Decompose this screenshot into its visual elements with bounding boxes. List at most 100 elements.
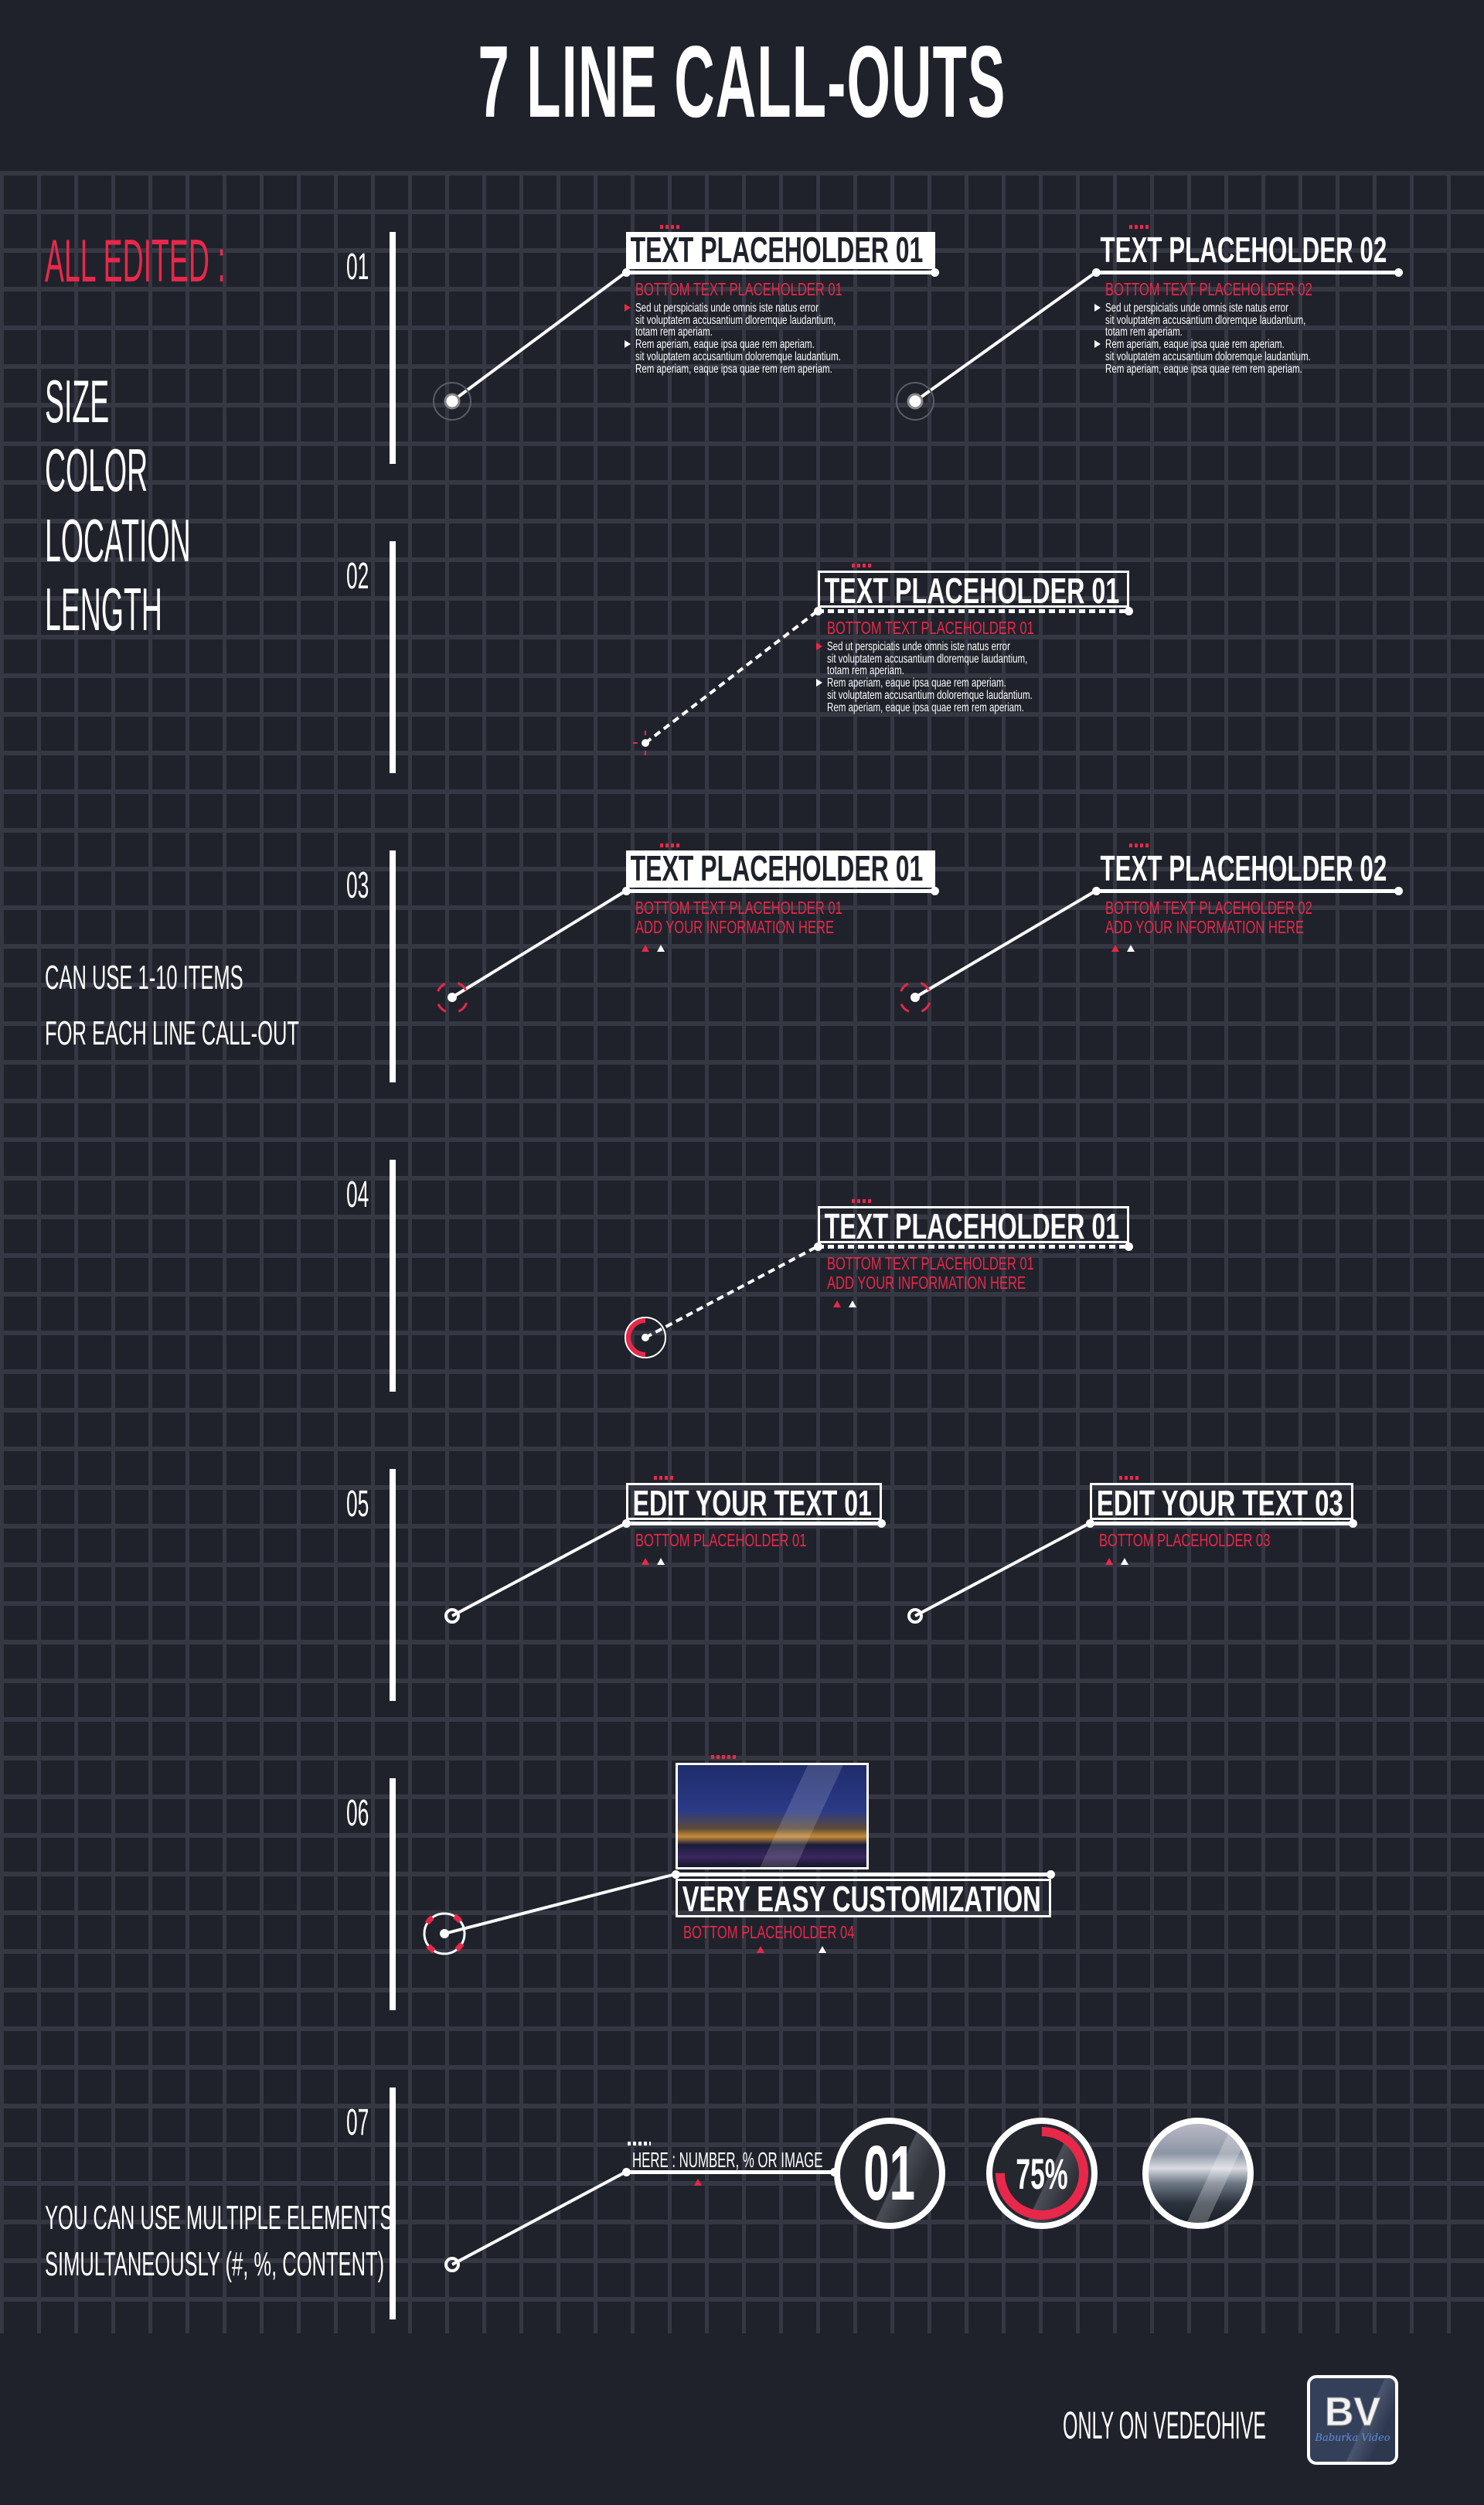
section-divider-bar <box>390 541 396 773</box>
callout-heading[interactable]: TEXT PLACEHOLDER 01 <box>818 571 1129 608</box>
brand-logo: BV Baburka Video <box>1307 2375 1398 2465</box>
note-elements-line-2: SIMULTANEOUSLY (#, %, CONTENT) <box>45 2245 630 2284</box>
callout-heading[interactable]: TEXT PLACEHOLDER 02 <box>1096 232 1399 269</box>
red-triangle-icon <box>694 2179 702 2186</box>
pointer-ring-icon <box>423 1912 466 1955</box>
callout-heading[interactable]: TEXT PLACEHOLDER 01 <box>626 232 935 269</box>
section-divider-bar <box>390 1160 396 1392</box>
red-tick-marks <box>660 844 682 847</box>
note-text: YOU CAN USE MULTIPLE ELEMENTS <box>45 2199 393 2237</box>
logo-letters: BV <box>1324 2390 1381 2435</box>
percent-ring <box>996 2127 1088 2220</box>
callout-body-line: sit voluptatem accusantium doloremque la… <box>1105 349 1311 363</box>
bullet-triangle-icon <box>625 304 631 312</box>
callout-heading-text: TEXT PLACEHOLDER 02 <box>1100 850 1387 888</box>
callout-heading[interactable]: VERY EASY CUSTOMIZATION <box>676 1879 1051 1917</box>
callout-body-line: Rem aperiam, eaque ipsa quae rem rem ape… <box>1105 362 1302 376</box>
page-title-text: 7 LINE CALL-OUTS <box>478 25 1006 138</box>
section-divider-bar <box>390 1778 396 2010</box>
feature-label: LOCATION <box>45 506 191 574</box>
features-heading-text: ALL EDITED : <box>45 227 226 295</box>
white-triangle-icon <box>819 1946 826 1953</box>
callout-subtitle: BOTTOM TEXT PLACEHOLDER 02 <box>1105 898 1312 918</box>
callout-subtitle: BOTTOM TEXT PLACEHOLDER 01 <box>827 1253 1034 1273</box>
connector-line <box>451 2170 627 2266</box>
callout-heading[interactable]: EDIT YOUR TEXT 01 <box>626 1483 882 1520</box>
callout-heading-text: TEXT PLACEHOLDER 02 <box>1100 232 1387 269</box>
callout-body-line: sit voluptatem accusantium dloremque lau… <box>827 652 1028 666</box>
pointer-ring-icon <box>625 1317 666 1358</box>
pointer-dot-icon <box>642 739 649 747</box>
pointer-dot-icon <box>642 1334 649 1341</box>
feature-location: LOCATION <box>45 506 349 576</box>
red-tick-marks <box>711 1755 737 1759</box>
pointer-bracket-icon <box>435 980 469 1014</box>
section-number: 06 <box>346 1793 369 1834</box>
feature-color: COLOR <box>45 435 259 506</box>
red-tick-marks <box>1129 225 1152 229</box>
callout-subtitle: BOTTOM PLACEHOLDER 04 <box>683 1922 855 1942</box>
pointer-circle-icon <box>444 2257 460 2272</box>
background-grid <box>0 171 1484 2333</box>
callout-body-line: sit voluptatem accusantium dloremque lau… <box>1105 313 1306 327</box>
bullet-triangle-icon <box>816 679 822 687</box>
note-text: CAN USE 1-10 ITEMS <box>45 959 243 997</box>
callout-underline <box>622 268 939 277</box>
section-divider-bar <box>390 232 396 464</box>
callout-subtitle: BOTTOM TEXT PLACEHOLDER 01 <box>827 618 1034 638</box>
pointer-ring-icon <box>896 382 934 421</box>
feature-label: LENGTH <box>45 575 162 643</box>
pointer-circle-icon <box>907 1608 923 1624</box>
note-text: SIMULTANEOUSLY (#, %, CONTENT) <box>45 2245 385 2283</box>
callout-heading[interactable]: TEXT PLACEHOLDER 01 <box>626 850 935 888</box>
red-triangle-icon <box>833 1300 841 1307</box>
footer-text: ONLY ON VEDEOHIVE <box>1063 2404 1267 2447</box>
connector-line <box>645 1245 819 1339</box>
callout-heading-text: TEXT PLACEHOLDER 01 <box>824 571 1120 608</box>
white-triangle-icon <box>1121 1558 1128 1565</box>
red-tick-marks <box>1129 844 1152 847</box>
callout-heading[interactable]: TEXT PLACEHOLDER 02 <box>1096 850 1399 888</box>
callout-underline <box>814 1242 1133 1251</box>
pointer-circle-icon <box>444 1608 460 1624</box>
callout-heading[interactable]: EDIT YOUR TEXT 03 <box>1090 1483 1353 1520</box>
callout-body-line: totam rem aperiam. <box>635 325 713 339</box>
city-night-photo <box>676 1763 869 1869</box>
note-elements-line-1: YOU CAN USE MULTIPLE ELEMENTS <box>45 2199 645 2237</box>
pointer-dot-icon <box>910 993 920 1002</box>
callout-body-line: sit voluptatem accusantium doloremque la… <box>635 349 841 363</box>
red-tick-marks <box>852 1199 874 1203</box>
callout-underline <box>1086 1519 1357 1528</box>
connector-line <box>451 889 628 999</box>
pointer-red-segments-icon <box>421 1910 468 1957</box>
note-text: FOR EACH LINE CALL-OUT <box>45 1014 299 1052</box>
callout-heading-text: TEXT PLACEHOLDER 01 <box>824 1206 1120 1243</box>
bullet-triangle-icon <box>1094 340 1101 349</box>
callout-underline <box>1092 887 1403 895</box>
callout-subtitle: ADD YOUR INFORMATION HERE <box>827 1273 1026 1293</box>
note-items-line-1: CAN USE 1-10 ITEMS <box>45 959 387 997</box>
callout-heading[interactable]: TEXT PLACEHOLDER 01 <box>818 1206 1129 1243</box>
callout-underline <box>814 607 1133 615</box>
callout-body-line: Rem aperiam, eaque ipsa quae rem rem ape… <box>827 700 1024 714</box>
white-triangle-icon <box>657 945 665 952</box>
callout-subtitle: BOTTOM TEXT PLACEHOLDER 02 <box>1105 279 1312 299</box>
section-number: 02 <box>346 556 369 597</box>
callout-subtitle: BOTTOM PLACEHOLDER 03 <box>1099 1530 1271 1550</box>
callout-body-line: totam rem aperiam. <box>827 664 904 678</box>
callout-heading-text: VERY EASY CUSTOMIZATION <box>682 1879 1041 1917</box>
callout-heading-text: EDIT YOUR TEXT 03 <box>1096 1483 1343 1520</box>
callout-body-line: Sed ut perspiciatis unde omnis iste natu… <box>635 302 819 315</box>
connector-line <box>914 1522 1091 1617</box>
red-triangle-icon <box>642 1558 649 1565</box>
white-triangle-icon <box>1127 945 1135 952</box>
page-title: 7 LINE CALL-OUTS <box>0 23 1484 140</box>
section-number: 01 <box>346 247 369 288</box>
callout-body-line: Rem aperiam, eaque ipsa quae rem aperiam… <box>635 338 815 352</box>
callout-heading-text: TEXT PLACEHOLDER 01 <box>630 232 924 269</box>
callout-body-line: Rem aperiam, eaque ipsa quae rem aperiam… <box>827 677 1006 690</box>
number-badge-text: 01 <box>863 2129 916 2217</box>
red-triangle-icon <box>1111 945 1119 952</box>
callout-underline <box>672 1870 1055 1879</box>
feature-size: SIZE <box>45 366 179 437</box>
